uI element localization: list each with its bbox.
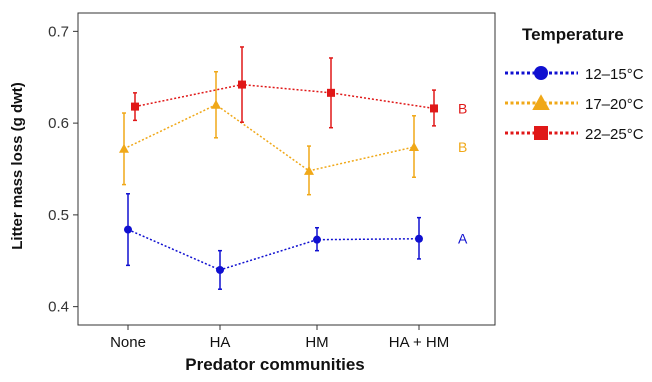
series-line [127, 228, 420, 271]
data-point [313, 235, 321, 244]
data-point [409, 141, 419, 151]
legend-title: Temperature [522, 25, 624, 44]
legend-entry: 17–20°C [505, 94, 644, 113]
data-point [211, 99, 221, 109]
data-point [304, 165, 314, 175]
data-point [124, 225, 132, 234]
data-point [131, 102, 139, 111]
legend-marker [534, 66, 548, 80]
data-point [216, 265, 224, 274]
legend-marker [534, 126, 548, 140]
legend-entry: 22–25°C [505, 126, 644, 143]
legend-marker [532, 94, 550, 110]
y-tick-label: 0.6 [48, 115, 69, 132]
y-tick-label: 0.5 [48, 207, 69, 224]
legend-label: 12–15°C [585, 66, 644, 83]
data-point [238, 80, 246, 89]
data-point [327, 88, 335, 97]
data-point [119, 143, 129, 153]
y-tick-label: 0.7 [48, 23, 69, 40]
y-axis-label: Litter mass loss (g dwt) [9, 82, 26, 250]
legend-entry: 12–15°C [505, 66, 644, 83]
series-line [134, 83, 435, 110]
legend-label: 17–20°C [585, 96, 644, 113]
x-tick-label: HA [210, 334, 231, 351]
x-axis-label: Predator communities [185, 355, 365, 374]
x-tick-label: None [110, 334, 146, 351]
legend-label: 22–25°C [585, 126, 644, 143]
x-tick-label: HA + HM [389, 334, 449, 351]
group-label: B [458, 139, 467, 155]
group-label: B [458, 100, 467, 116]
plot-panel-border [77, 12, 496, 326]
series-line [123, 103, 415, 172]
x-tick-label: HM [305, 334, 328, 351]
y-tick-label: 0.4 [48, 299, 69, 316]
group-label: A [458, 231, 468, 247]
data-point [430, 104, 438, 113]
data-point [415, 234, 423, 243]
